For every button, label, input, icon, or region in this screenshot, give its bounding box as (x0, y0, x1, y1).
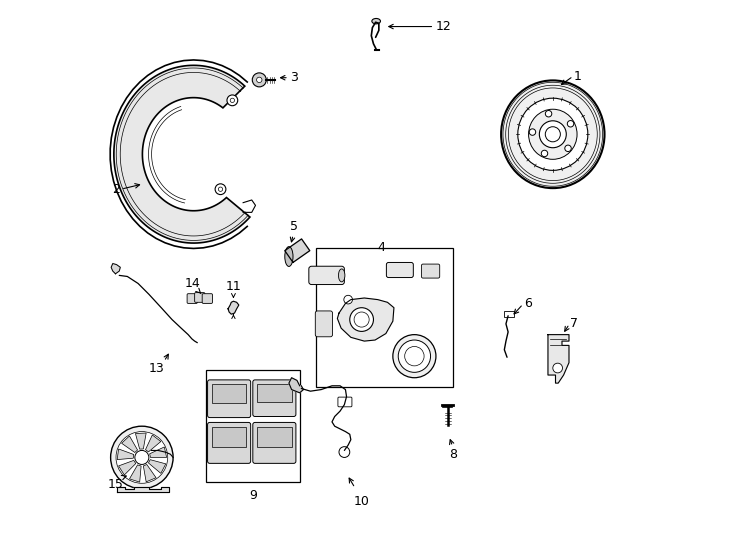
Bar (206, 370, 299, 482)
Ellipse shape (517, 98, 588, 170)
Text: 11: 11 (225, 280, 241, 293)
Circle shape (257, 77, 262, 83)
Circle shape (344, 295, 352, 304)
Polygon shape (136, 433, 146, 449)
Text: 2: 2 (112, 183, 120, 195)
FancyBboxPatch shape (252, 380, 296, 416)
FancyBboxPatch shape (208, 380, 250, 417)
FancyBboxPatch shape (309, 266, 344, 285)
Polygon shape (114, 65, 250, 243)
Polygon shape (338, 298, 394, 341)
Circle shape (350, 308, 374, 332)
Polygon shape (119, 461, 136, 475)
Text: 8: 8 (449, 448, 457, 461)
Text: 3: 3 (290, 71, 298, 84)
Polygon shape (129, 465, 141, 482)
Circle shape (339, 447, 350, 457)
Circle shape (393, 335, 436, 377)
Circle shape (399, 340, 431, 373)
Text: 10: 10 (354, 495, 369, 508)
Polygon shape (117, 449, 134, 460)
Text: 7: 7 (570, 318, 578, 330)
Polygon shape (122, 436, 137, 453)
Polygon shape (289, 377, 303, 393)
FancyBboxPatch shape (208, 422, 250, 463)
Circle shape (215, 184, 226, 194)
Text: 14: 14 (185, 278, 200, 291)
FancyBboxPatch shape (187, 294, 197, 303)
Polygon shape (145, 435, 161, 452)
Circle shape (553, 363, 562, 373)
Text: 15: 15 (108, 478, 123, 491)
FancyBboxPatch shape (338, 397, 352, 407)
Circle shape (567, 120, 574, 127)
FancyBboxPatch shape (421, 264, 440, 278)
Bar (257, 384, 291, 402)
Text: 5: 5 (290, 220, 298, 233)
Polygon shape (148, 460, 166, 474)
Bar (212, 427, 247, 447)
Text: 13: 13 (149, 361, 165, 375)
Ellipse shape (372, 18, 380, 24)
Polygon shape (285, 239, 310, 262)
Bar (257, 427, 291, 447)
Text: 12: 12 (436, 20, 451, 33)
FancyBboxPatch shape (386, 262, 413, 278)
Circle shape (529, 129, 536, 136)
FancyBboxPatch shape (202, 294, 212, 303)
Polygon shape (228, 301, 239, 314)
Ellipse shape (285, 247, 293, 266)
Polygon shape (117, 487, 169, 492)
Circle shape (541, 150, 548, 157)
Circle shape (564, 145, 571, 152)
Ellipse shape (528, 109, 577, 159)
Ellipse shape (501, 80, 605, 188)
Bar (212, 384, 247, 403)
Polygon shape (150, 447, 167, 457)
Text: 1: 1 (574, 70, 582, 83)
Polygon shape (548, 335, 569, 383)
FancyBboxPatch shape (316, 311, 333, 337)
FancyBboxPatch shape (252, 422, 296, 463)
FancyBboxPatch shape (195, 293, 205, 302)
Circle shape (539, 121, 567, 148)
Text: 6: 6 (524, 298, 532, 310)
Ellipse shape (338, 269, 345, 282)
Bar (316, 248, 453, 387)
Circle shape (545, 111, 552, 117)
Circle shape (135, 450, 149, 464)
Polygon shape (111, 264, 120, 274)
Polygon shape (143, 464, 156, 482)
Text: 4: 4 (378, 241, 385, 254)
Text: 9: 9 (249, 489, 257, 502)
Bar (504, 312, 514, 317)
Circle shape (252, 73, 266, 87)
Circle shape (227, 95, 238, 106)
Circle shape (111, 426, 173, 489)
Circle shape (116, 431, 167, 483)
